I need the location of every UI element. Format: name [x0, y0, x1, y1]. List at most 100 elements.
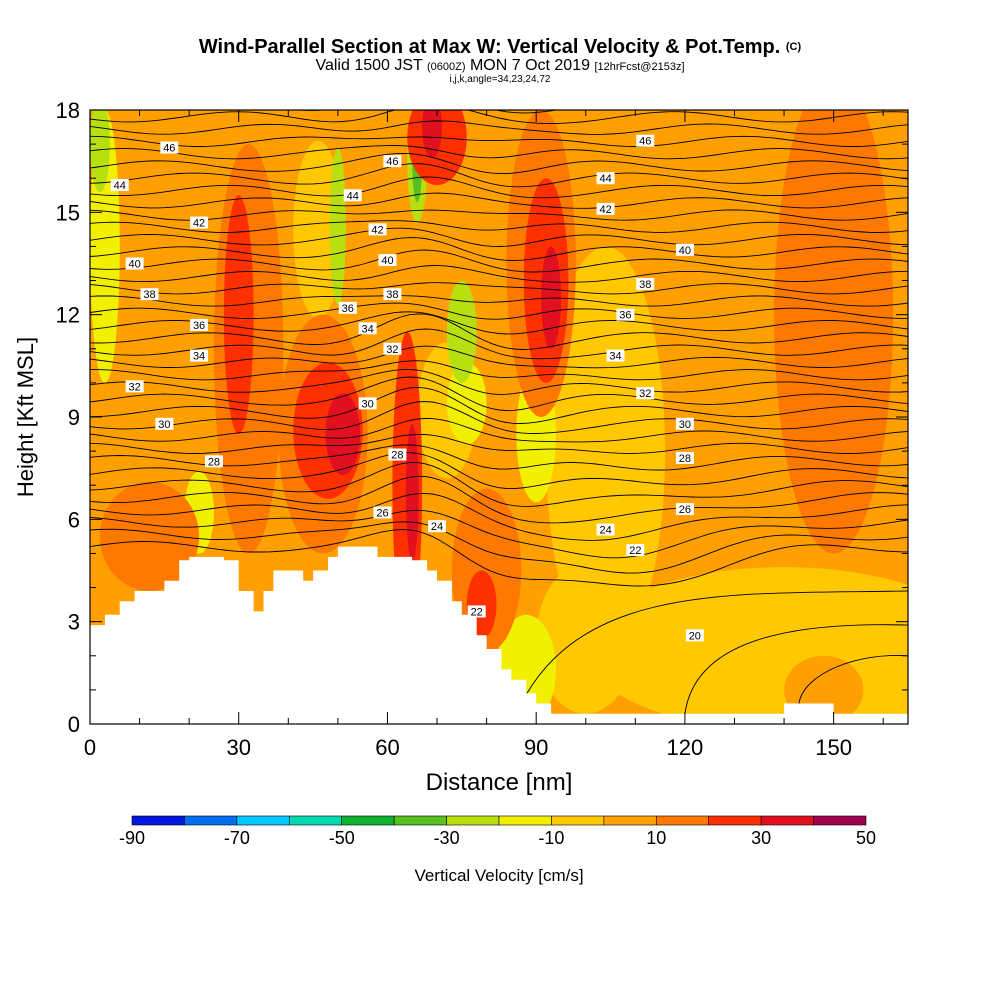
valid-time: Valid 1500 JST: [315, 57, 423, 74]
theta-label: 40: [378, 254, 397, 267]
theta-label-text: 24: [599, 525, 611, 537]
theta-contour-line: [90, 313, 908, 350]
colorbar-tick-label: 30: [751, 828, 771, 848]
theta-contour-line: [90, 433, 908, 454]
theta-contour-line: [90, 110, 908, 124]
theta-contour-line: [90, 302, 908, 320]
theta-label: 24: [596, 523, 615, 537]
theta-label-box: [190, 349, 209, 362]
theta-label-text: 32: [639, 388, 651, 400]
colorbar-bin: [498, 815, 552, 826]
y-tick-label: 15: [56, 200, 80, 225]
theta-label: 30: [155, 417, 174, 431]
theta-label-box: [373, 506, 392, 519]
theta-label: 38: [140, 288, 159, 301]
theta-contour-line: [90, 176, 908, 199]
theta-label-box: [675, 243, 694, 256]
theta-contour-line: [90, 70, 908, 85]
theta-label-box: [675, 451, 694, 464]
theta-label-box: [467, 605, 486, 618]
theta-label: 28: [388, 448, 407, 462]
theta-contour-line: [90, 492, 908, 541]
colorbar-bin: [760, 815, 814, 826]
velocity-region: [99, 481, 200, 591]
theta-contour-line: [90, 249, 908, 273]
theta-label-text: 38: [639, 279, 651, 291]
theta-contour-line: [90, 529, 908, 587]
theta-label-text: 40: [381, 255, 393, 267]
theta-label-box: [125, 257, 144, 270]
theta-contour-line: [90, 311, 908, 335]
theta-label-text: 28: [391, 450, 403, 462]
theta-label-box: [110, 179, 129, 192]
velocity-region: [90, 110, 110, 192]
theta-contour-line: [684, 624, 908, 714]
theta-contour-line: [90, 509, 908, 559]
velocity-region: [329, 147, 346, 305]
theta-contour-line: [90, 79, 908, 101]
theta-label-box: [383, 342, 402, 355]
theta-label-box: [383, 288, 402, 301]
theta-label: 30: [675, 417, 694, 431]
theta-label: 44: [596, 172, 615, 185]
theta-label-box: [636, 277, 655, 290]
colorbar-bin: [551, 815, 605, 826]
theta-label-text: 36: [193, 320, 205, 332]
theta-label: 36: [338, 301, 357, 315]
theta-label: 42: [190, 216, 209, 230]
colorbar-bin: [184, 815, 238, 826]
velocity-region: [446, 280, 477, 383]
x-tick-label: 60: [375, 735, 399, 760]
velocity-region: [665, 110, 725, 452]
theta-label: 26: [675, 503, 694, 516]
theta-label: 40: [125, 257, 144, 271]
theta-contour-line: [90, 475, 908, 524]
theta-label: 32: [125, 380, 144, 393]
x-tick-label: 30: [226, 735, 250, 760]
theta-label-text: 46: [163, 143, 175, 155]
terrain-shape: [90, 546, 908, 724]
theta-contour-line: [90, 209, 908, 221]
theta-label: 44: [110, 179, 129, 192]
theta-contour-line: [90, 152, 908, 175]
theta-label-box: [626, 544, 645, 557]
y-tick-label: 12: [56, 303, 80, 328]
colorbar-bin: [393, 815, 447, 826]
theta-contour-line: [90, 462, 908, 507]
theta-label-text: 30: [158, 419, 170, 431]
theta-label-text: 46: [639, 136, 651, 148]
grid-indices: i,j,k,angle=34,23,24,72: [449, 74, 551, 85]
theta-contour-line: [798, 654, 908, 704]
theta-label-text: 32: [128, 381, 140, 393]
theta-label-text: 36: [342, 303, 354, 315]
theta-label: 20: [685, 629, 704, 642]
theta-contour-line: [90, 369, 908, 395]
theta-label-text: 44: [347, 190, 359, 202]
theta-label-text: 40: [679, 245, 691, 257]
colorbar-tick-label: 50: [856, 828, 876, 848]
theta-contour-line: [90, 452, 908, 490]
theta-label-box: [675, 417, 694, 430]
colorbar-bin: [813, 815, 867, 826]
theta-label-text: 44: [114, 180, 126, 192]
theta-contour-line: [90, 163, 908, 188]
theta-label: 42: [596, 202, 615, 216]
colorbar-bin: [446, 815, 500, 826]
theta-contour-line: [90, 345, 908, 369]
theta-label-box: [428, 520, 447, 533]
theta-label-box: [383, 155, 402, 168]
velocity-region: [422, 110, 442, 158]
theta-label-box: [368, 223, 387, 236]
theta-label-text: 40: [128, 259, 140, 271]
theta-label: 34: [358, 322, 377, 335]
theta-label-text: 38: [386, 289, 398, 301]
theta-contour-line: [90, 192, 908, 209]
theta-label-box: [190, 318, 209, 331]
theta-label-box: [596, 172, 615, 185]
colorbar-bin: [655, 815, 710, 826]
colorbar-tick-label: -90: [119, 828, 145, 848]
forecast-info: [12hrFcst@2153z]: [594, 61, 685, 73]
colorbar-tick-label: 10: [646, 828, 666, 848]
theta-label-box: [616, 308, 635, 321]
